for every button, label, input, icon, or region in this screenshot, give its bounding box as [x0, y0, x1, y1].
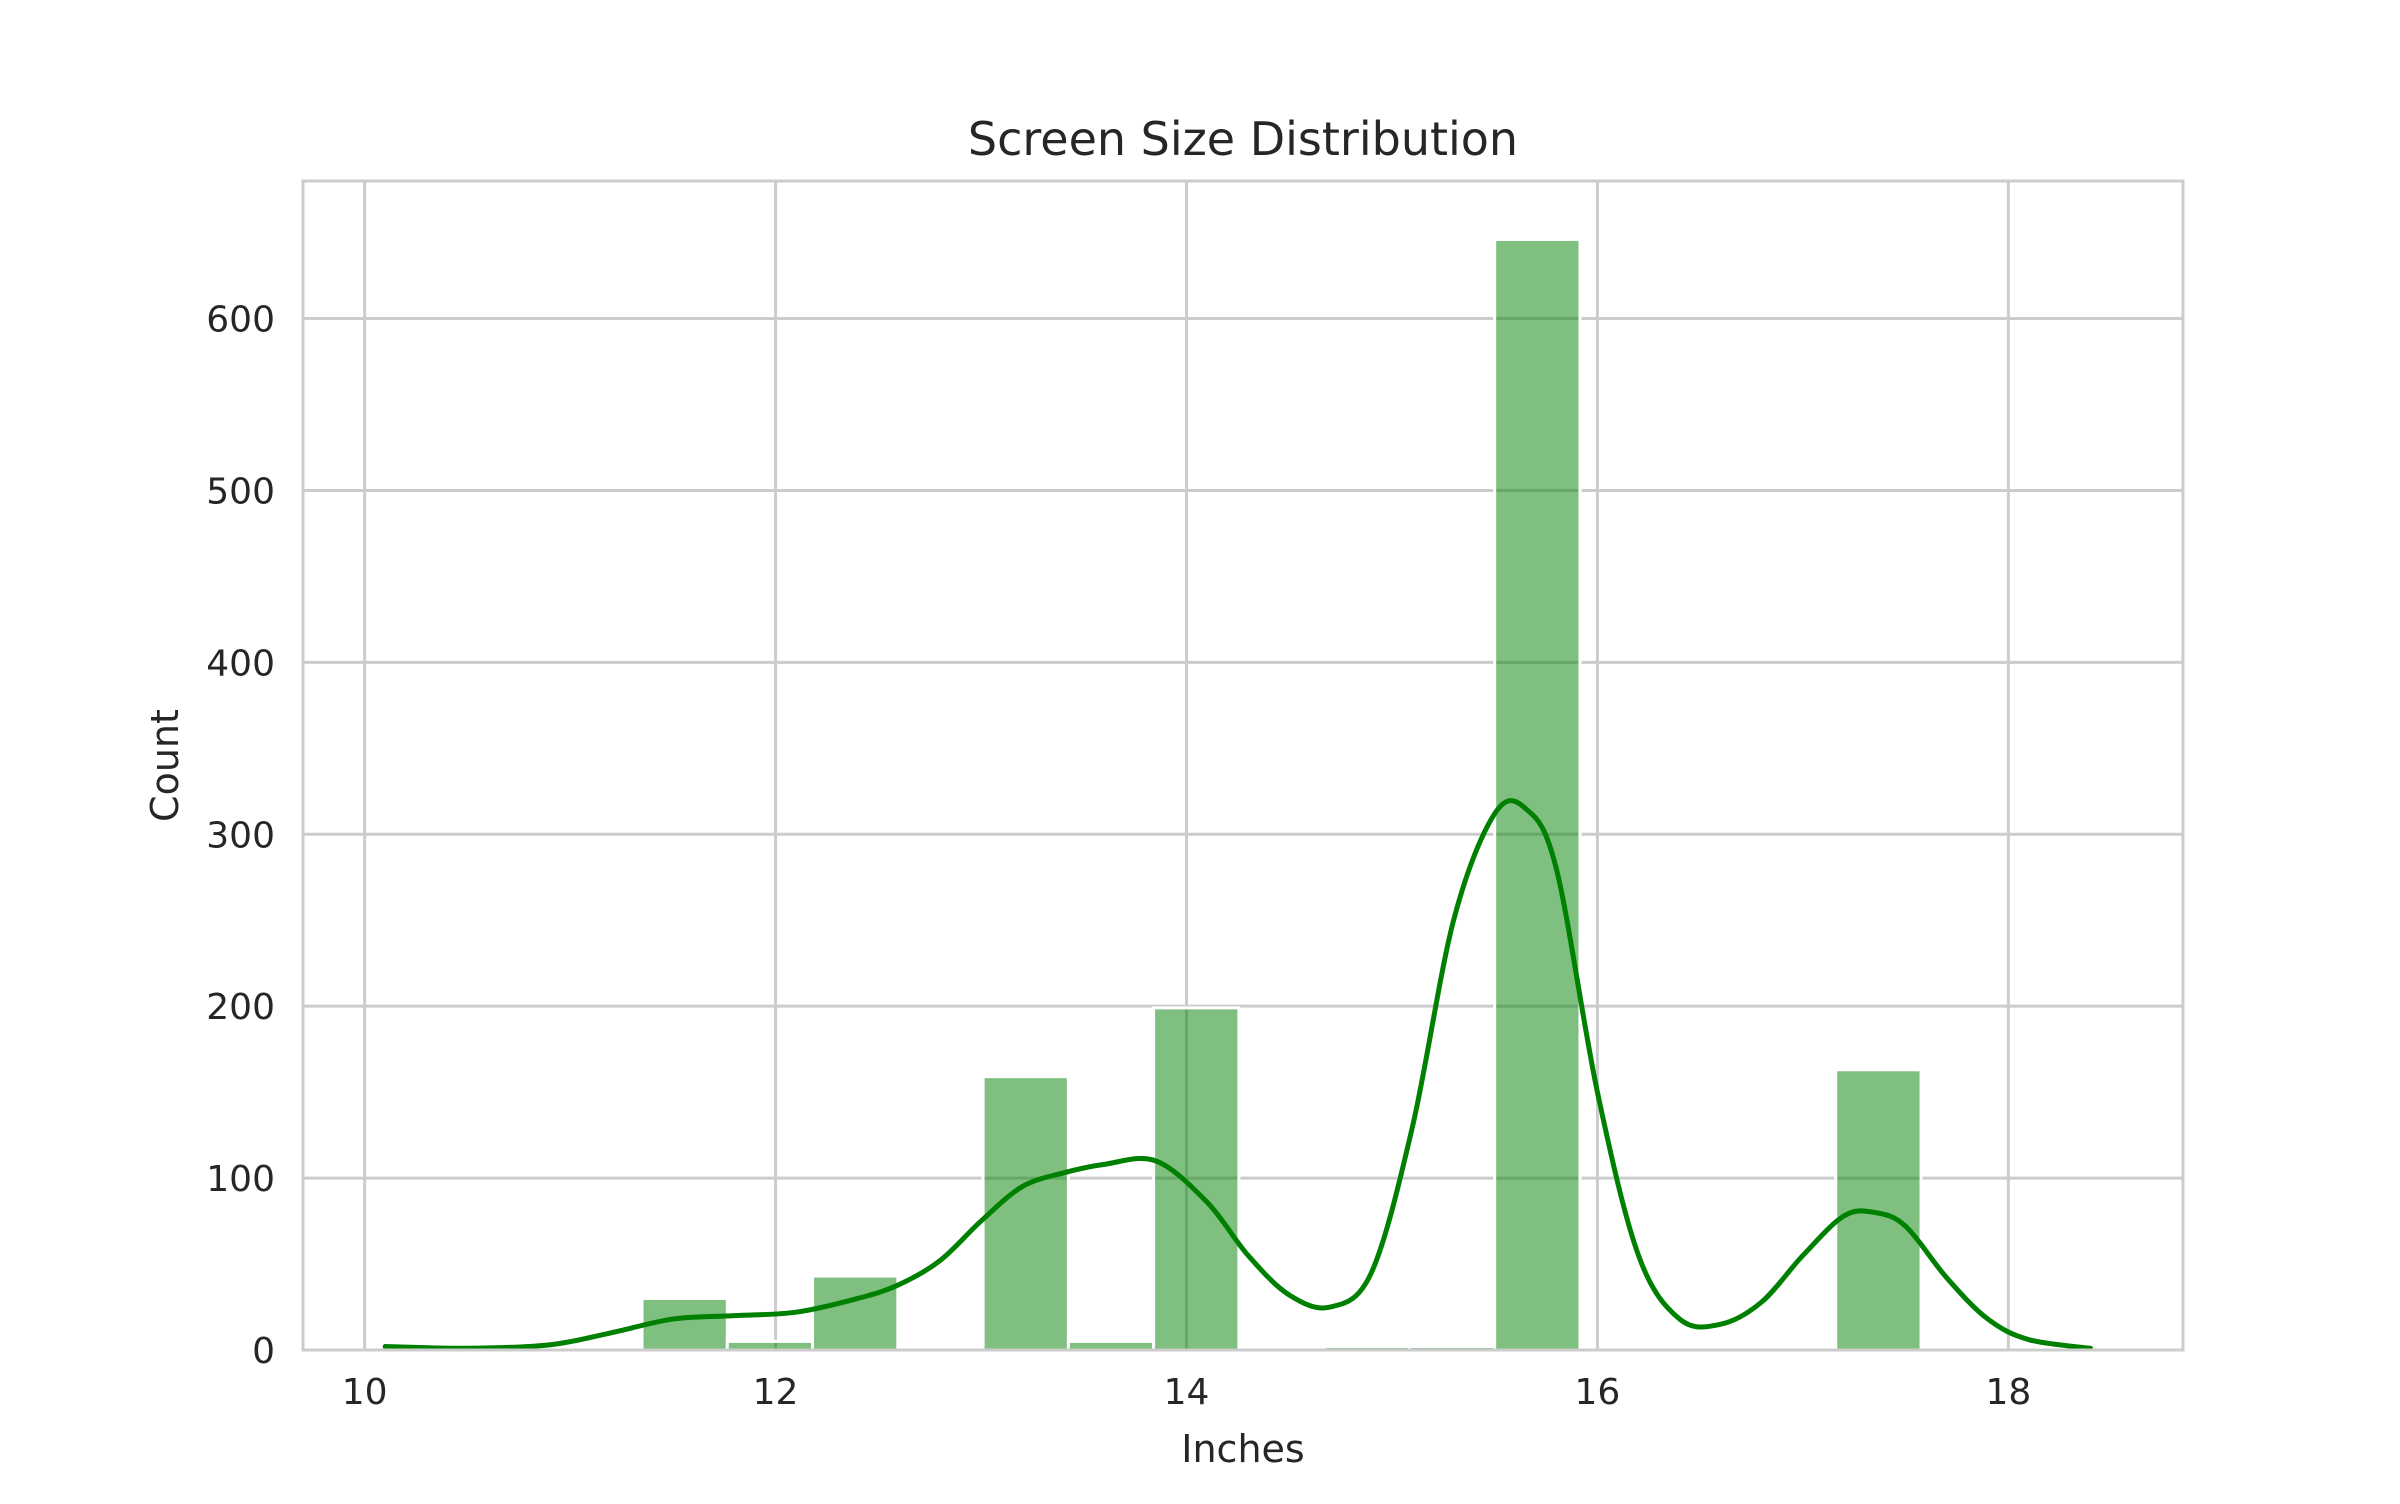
- histogram-bar: [1152, 1006, 1241, 1352]
- kde-layer: [382, 798, 2094, 1351]
- x-tick-label: 14: [1164, 1372, 1210, 1413]
- x-tick-label: 12: [753, 1372, 799, 1413]
- x-tick-label: 18: [1985, 1372, 2031, 1413]
- x-tick-label: 10: [342, 1372, 388, 1413]
- bars: [640, 237, 1923, 1352]
- plot-frame: [301, 179, 2185, 1352]
- y-axis-label: Count: [143, 709, 187, 822]
- histogram-bar: [811, 1274, 900, 1352]
- y-tick-label: 300: [206, 815, 275, 856]
- x-tick-label: 16: [1575, 1372, 1621, 1413]
- y-tick-label: 600: [206, 300, 275, 341]
- y-tick-label: 100: [206, 1159, 275, 1200]
- y-tick-label: 200: [206, 987, 275, 1028]
- histogram-bar: [981, 1075, 1070, 1352]
- histogram-bar: [1834, 1068, 1923, 1352]
- chart-title: Screen Size Distribution: [968, 112, 1518, 166]
- tick-labels: 10 12 14 16 18 0 100 200 300 400 500 600: [206, 300, 2031, 1413]
- kde-line: [382, 798, 2094, 1351]
- y-tick-label: 0: [252, 1331, 275, 1372]
- y-tick-label: 400: [206, 643, 275, 684]
- x-axis-label: Inches: [1181, 1427, 1304, 1471]
- y-tick-label: 500: [206, 471, 275, 512]
- histogram-bar: [1493, 237, 1582, 1352]
